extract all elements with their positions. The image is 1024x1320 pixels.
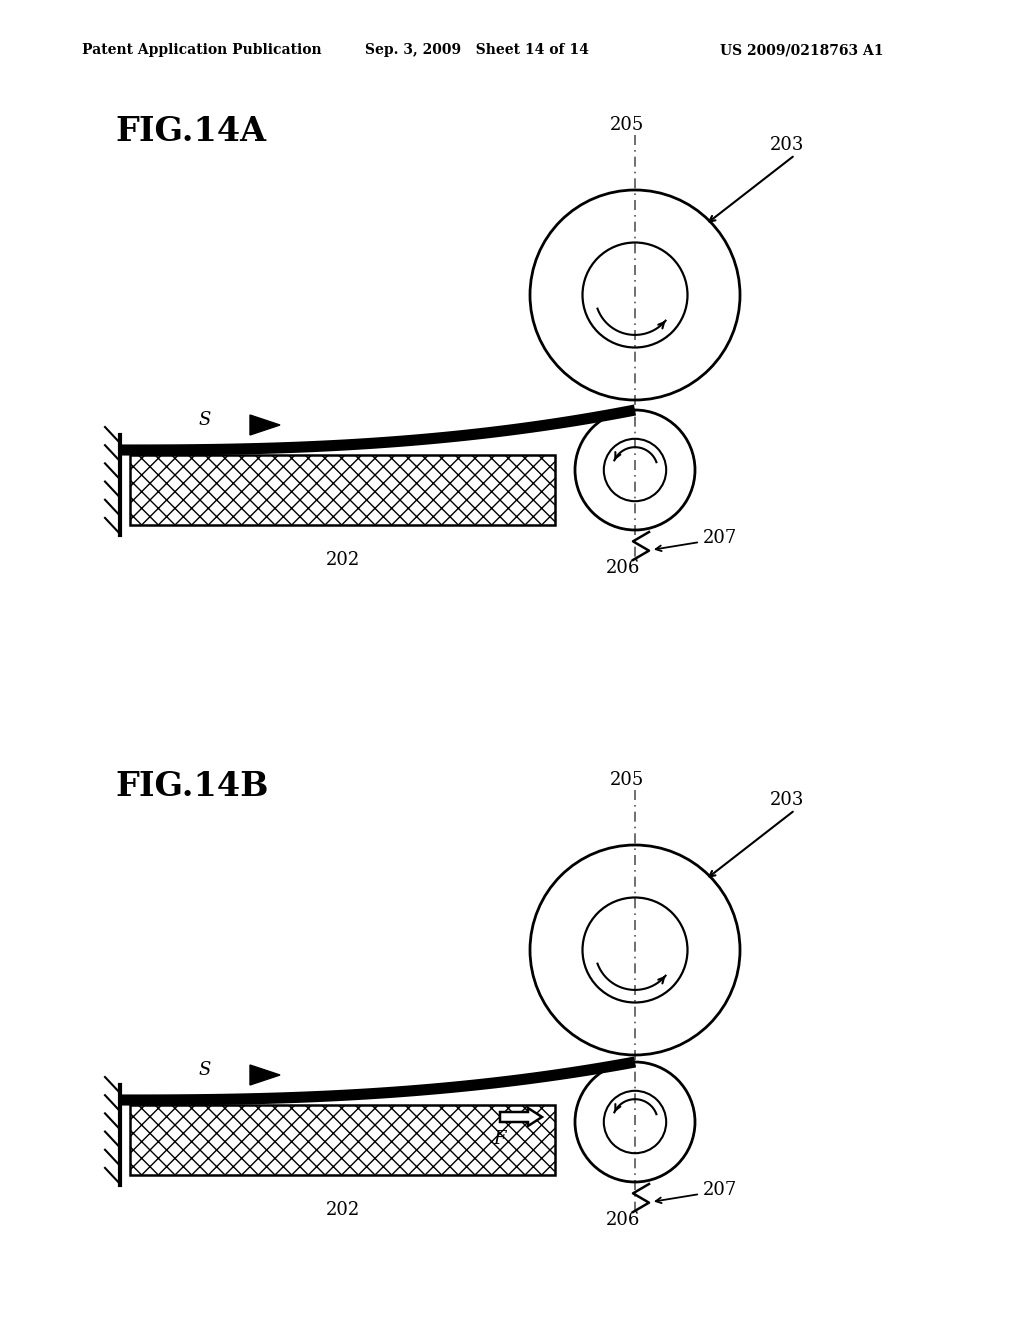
Bar — [130, 1105, 555, 1175]
Text: 202: 202 — [326, 550, 359, 569]
Text: 205: 205 — [610, 116, 644, 135]
Text: 207: 207 — [703, 529, 737, 546]
Text: FIG.14A: FIG.14A — [115, 115, 266, 148]
Text: 207: 207 — [703, 1181, 737, 1199]
Text: F: F — [494, 1130, 506, 1148]
Polygon shape — [250, 414, 280, 436]
Text: 206: 206 — [606, 558, 640, 577]
Text: 205: 205 — [610, 771, 644, 789]
Bar — [130, 455, 555, 525]
Text: 203: 203 — [770, 791, 805, 809]
Text: S: S — [199, 1061, 211, 1078]
Text: 202: 202 — [326, 1201, 359, 1218]
FancyArrow shape — [500, 1107, 542, 1126]
Bar — [130, 455, 555, 525]
Text: US 2009/0218763 A1: US 2009/0218763 A1 — [720, 44, 884, 57]
Text: 206: 206 — [606, 1210, 640, 1229]
Text: Sep. 3, 2009   Sheet 14 of 14: Sep. 3, 2009 Sheet 14 of 14 — [365, 44, 589, 57]
Text: S: S — [199, 411, 211, 429]
Bar — [130, 1105, 555, 1175]
Text: Patent Application Publication: Patent Application Publication — [82, 44, 322, 57]
Polygon shape — [250, 1065, 280, 1085]
Text: FIG.14B: FIG.14B — [115, 770, 268, 803]
Text: 203: 203 — [770, 136, 805, 154]
